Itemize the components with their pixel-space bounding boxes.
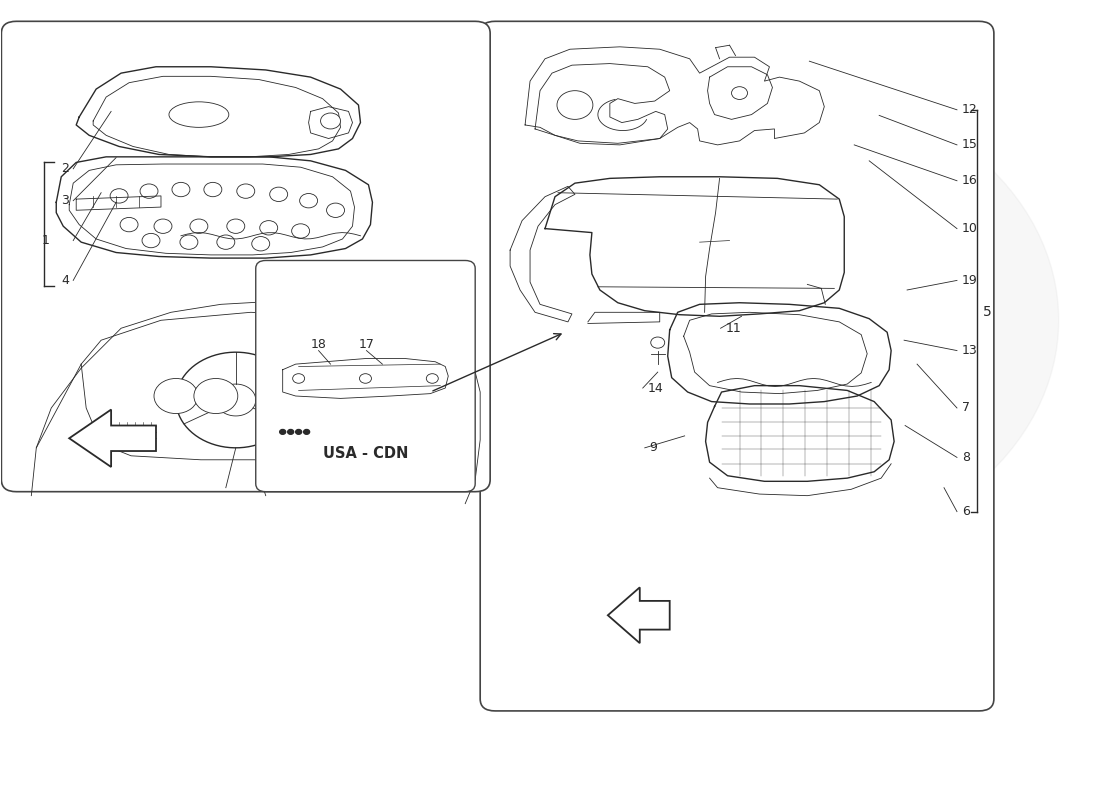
Text: a passion for parts since 1985: a passion for parts since 1985 bbox=[318, 365, 722, 546]
Circle shape bbox=[172, 182, 190, 197]
FancyBboxPatch shape bbox=[255, 261, 475, 492]
Text: 4: 4 bbox=[62, 274, 69, 287]
Circle shape bbox=[304, 430, 309, 434]
Ellipse shape bbox=[169, 102, 229, 127]
Text: 12: 12 bbox=[962, 103, 978, 116]
Circle shape bbox=[204, 182, 222, 197]
Circle shape bbox=[360, 374, 372, 383]
Text: 10: 10 bbox=[962, 222, 978, 235]
Text: 5: 5 bbox=[983, 306, 992, 319]
Circle shape bbox=[194, 378, 238, 414]
FancyBboxPatch shape bbox=[373, 404, 433, 445]
FancyBboxPatch shape bbox=[274, 418, 348, 446]
Circle shape bbox=[217, 235, 234, 250]
Text: 14: 14 bbox=[648, 382, 663, 394]
Circle shape bbox=[260, 221, 277, 235]
Circle shape bbox=[252, 237, 270, 251]
Circle shape bbox=[732, 86, 748, 99]
Text: 15: 15 bbox=[962, 138, 978, 151]
Text: 7: 7 bbox=[962, 402, 970, 414]
Circle shape bbox=[557, 90, 593, 119]
Circle shape bbox=[460, 81, 1058, 559]
Circle shape bbox=[327, 203, 344, 218]
Text: 13: 13 bbox=[962, 344, 978, 357]
Circle shape bbox=[296, 430, 301, 434]
Circle shape bbox=[120, 218, 138, 232]
Circle shape bbox=[427, 374, 438, 383]
Circle shape bbox=[140, 184, 158, 198]
Circle shape bbox=[21, 73, 540, 488]
Text: 18: 18 bbox=[310, 338, 327, 350]
Polygon shape bbox=[69, 410, 156, 467]
Circle shape bbox=[227, 219, 245, 234]
Circle shape bbox=[190, 219, 208, 234]
Text: 9: 9 bbox=[650, 442, 658, 454]
Circle shape bbox=[142, 234, 160, 248]
Text: 19: 19 bbox=[962, 274, 978, 287]
Circle shape bbox=[292, 224, 309, 238]
FancyBboxPatch shape bbox=[481, 22, 994, 711]
FancyBboxPatch shape bbox=[1, 22, 491, 492]
Text: 6: 6 bbox=[962, 505, 970, 518]
Text: 2: 2 bbox=[62, 162, 69, 175]
Text: 16: 16 bbox=[962, 174, 978, 187]
Circle shape bbox=[651, 337, 664, 348]
Circle shape bbox=[180, 235, 198, 250]
Text: USA - CDN: USA - CDN bbox=[322, 446, 408, 461]
Circle shape bbox=[320, 113, 341, 129]
Circle shape bbox=[154, 378, 198, 414]
Text: 17: 17 bbox=[359, 338, 374, 350]
Text: 3: 3 bbox=[62, 194, 69, 207]
Circle shape bbox=[154, 219, 172, 234]
Circle shape bbox=[236, 184, 255, 198]
Circle shape bbox=[279, 430, 286, 434]
Text: 11: 11 bbox=[726, 322, 741, 334]
Circle shape bbox=[293, 374, 305, 383]
Circle shape bbox=[110, 189, 128, 203]
Text: 8: 8 bbox=[962, 451, 970, 464]
Polygon shape bbox=[608, 587, 670, 643]
Circle shape bbox=[299, 194, 318, 208]
Circle shape bbox=[270, 187, 288, 202]
Circle shape bbox=[288, 430, 294, 434]
Text: 1: 1 bbox=[42, 234, 50, 247]
